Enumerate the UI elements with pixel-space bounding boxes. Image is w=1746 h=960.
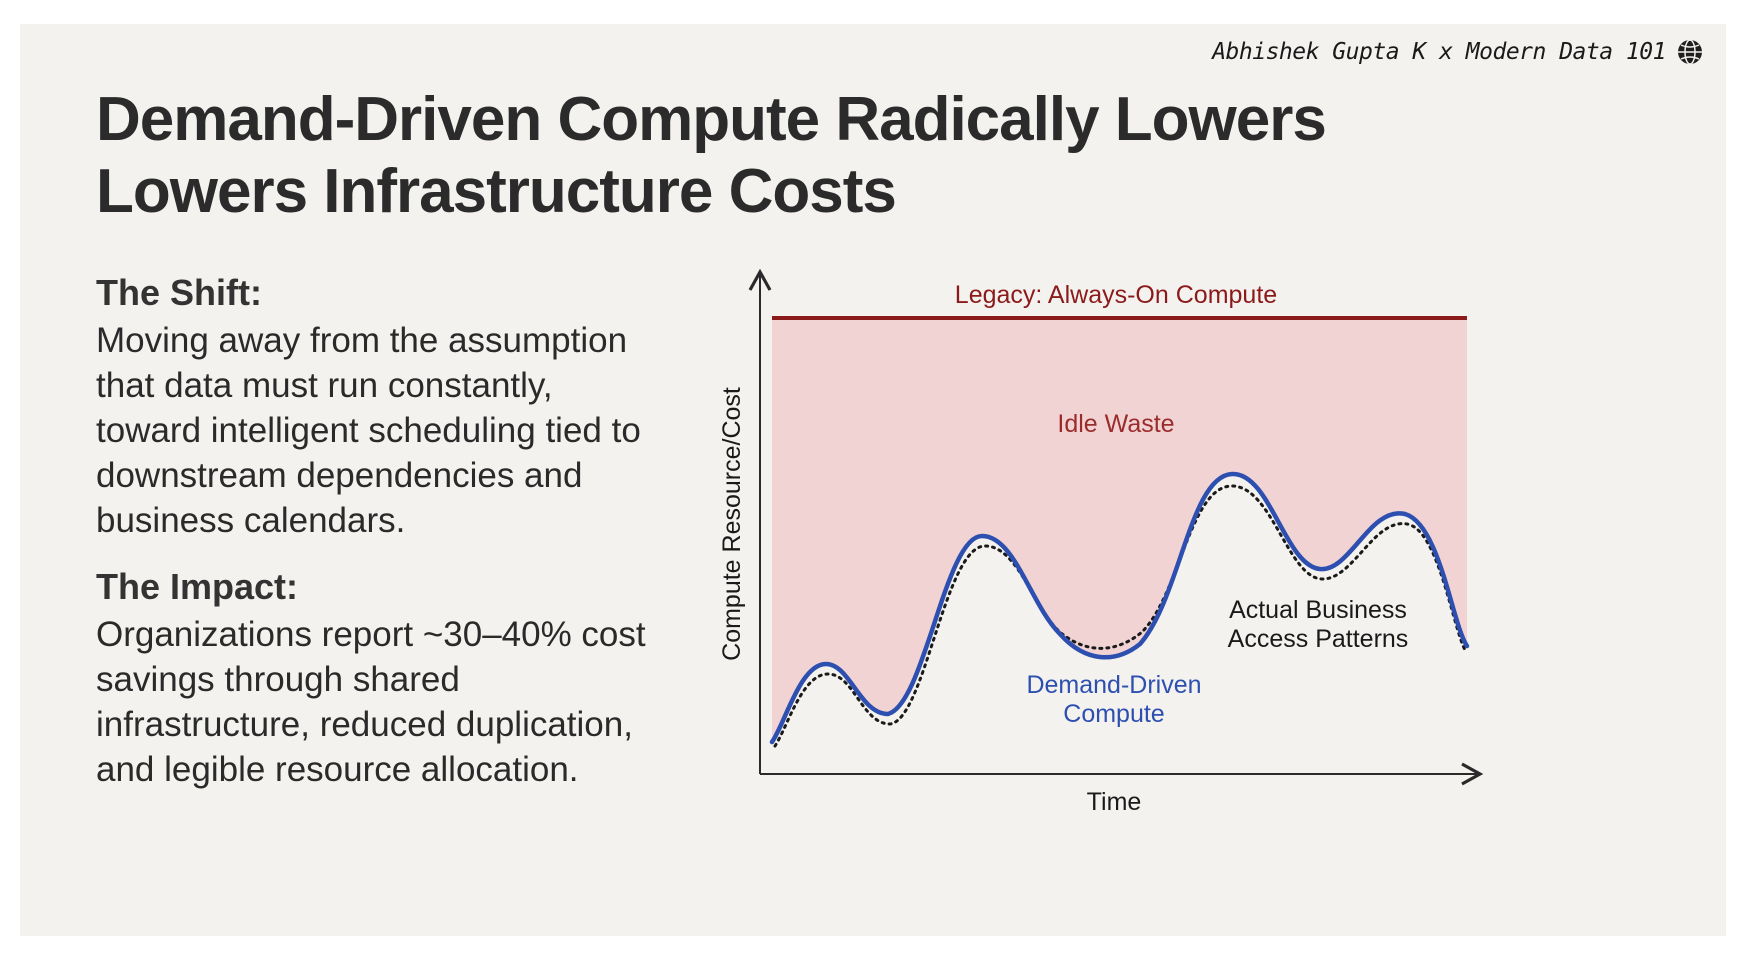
shift-line: toward intelligent scheduling tied to [96, 411, 641, 450]
shift-line: Moving away from the assumption [96, 321, 628, 360]
slide: Abhishek Gupta K x Modern Data 101 Deman… [20, 24, 1726, 936]
compute-cost-diagram: Legacy: Always-On Compute Idle Waste Dem… [718, 268, 1484, 816]
impact-line: and legible resource allocation. [96, 750, 579, 789]
actual-access-label-2: Access Patterns [1228, 625, 1409, 653]
demand-driven-label-1: Demand-Driven [1026, 671, 1201, 699]
legacy-label: Legacy: Always-On Compute [955, 281, 1277, 309]
shift-line: downstream dependencies and [96, 456, 583, 495]
globe-icon [1678, 39, 1702, 65]
attribution-text: Abhishek Gupta K x Modern Data 101 [1212, 39, 1666, 65]
impact-line: savings through shared [96, 660, 460, 699]
x-axis-label: Time [1087, 788, 1142, 816]
demand-driven-label-2: Compute [1063, 700, 1164, 728]
demand-driven-curve [769, 471, 1470, 745]
impact-body: Organizations report ~30–40% cost saving… [96, 612, 736, 792]
shift-line: that data must run constantly, [96, 366, 553, 405]
shift-line: business calendars. [96, 501, 406, 540]
impact-line: infrastructure, reduced duplication, [96, 705, 633, 744]
title-line-2: Lowers Infrastructure Costs [96, 157, 897, 226]
impact-heading: The Impact: [96, 566, 299, 607]
attribution: Abhishek Gupta K x Modern Data 101 [1212, 38, 1704, 66]
actual-access-curve [773, 484, 1467, 748]
idle-waste-label: Idle Waste [1057, 410, 1174, 438]
page-title: Demand-Driven Compute Radically Lowers L… [96, 84, 1496, 228]
shift-body: Moving away from the assumption that dat… [96, 318, 736, 543]
actual-access-label-1: Actual Business [1229, 596, 1407, 624]
y-axis-label: Compute Resource/Cost [718, 387, 746, 661]
impact-line: Organizations report ~30–40% cost [96, 615, 646, 654]
shift-heading: The Shift: [96, 272, 262, 313]
idle-waste-area [772, 318, 1467, 742]
title-line-1: Demand-Driven Compute Radically Lowers [96, 85, 1327, 154]
